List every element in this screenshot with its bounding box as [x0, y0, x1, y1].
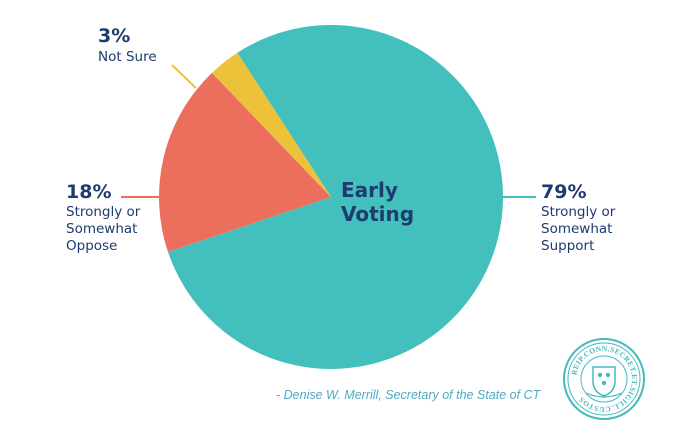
slice-label-support: 79% Strongly or Somewhat Support: [541, 181, 616, 254]
center-label-line-1: Early: [341, 178, 398, 202]
data-label-oppose: 18%: [66, 181, 111, 203]
category-label-oppose-1: Strongly or: [66, 204, 141, 220]
category-label-support-2: Somewhat: [541, 221, 612, 237]
category-label-not-sure: Not Sure: [98, 49, 157, 65]
slice-label-not-sure: 3% Not Sure: [98, 25, 157, 65]
category-label-support-1: Strongly or: [541, 204, 616, 220]
state-seal-icon: REIP.CONN.SECRET.ET.SIGILL.CUSTOS: [563, 338, 645, 420]
data-label-support: 79%: [541, 181, 586, 203]
category-label-oppose-3: Oppose: [66, 238, 117, 254]
pie-slice-support: [167, 24, 504, 369]
center-label-line-2: Voting: [341, 202, 414, 226]
attribution-text: - Denise W. Merrill, Secretary of the St…: [276, 388, 542, 402]
category-label-support-3: Support: [541, 238, 594, 254]
pie-slice-not-sure: [211, 52, 331, 198]
pie-slice-oppose: [159, 72, 331, 252]
slice-label-oppose: 18% Strongly or Somewhat Oppose: [66, 181, 141, 254]
svg-text:REIP.CONN.SECRET.ET.SIGILL.CUS: REIP.CONN.SECRET.ET.SIGILL.CUSTOS: [569, 344, 639, 414]
leader-lines: [121, 64, 536, 198]
category-label-oppose-2: Somewhat: [66, 221, 137, 237]
data-label-not-sure: 3%: [98, 25, 130, 47]
leader-line-not-sure: [171, 64, 197, 89]
pie-slices: [159, 24, 504, 369]
